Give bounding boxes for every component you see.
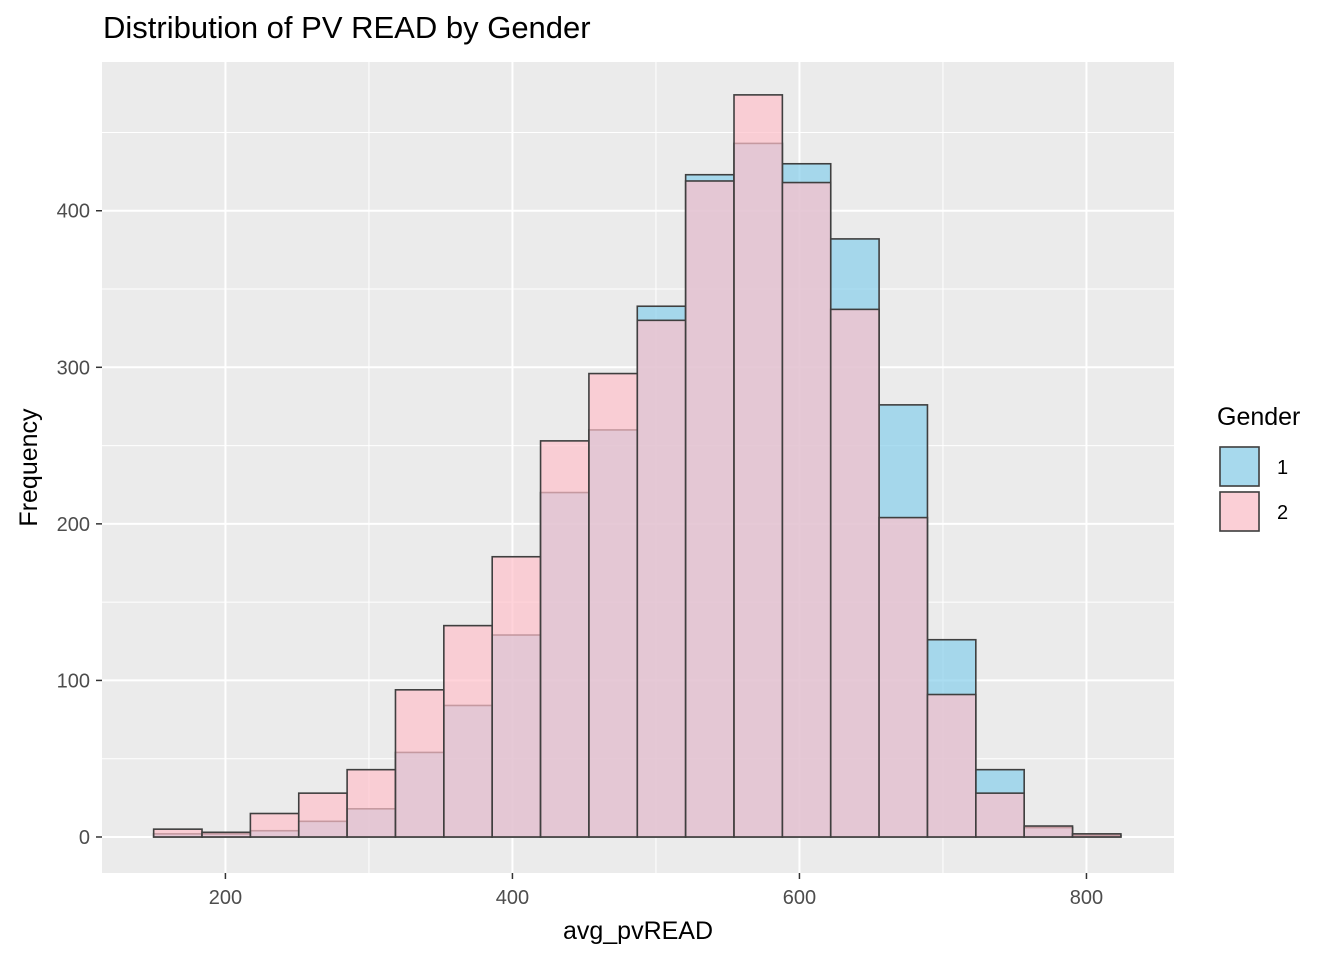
y-tick-label: 100 xyxy=(57,670,90,692)
bar-gender-2 xyxy=(588,372,639,838)
bar-gender-2 xyxy=(443,624,493,838)
y-tick-label: 0 xyxy=(79,827,90,849)
minor-gridlines xyxy=(102,62,1174,873)
bar-gender-2 xyxy=(152,828,203,838)
bar-gender-2 xyxy=(1071,833,1122,838)
bar-gender-2 xyxy=(975,792,1025,838)
x-tick-label: 200 xyxy=(209,887,242,909)
legend: Gender 1 2 xyxy=(1217,403,1300,532)
bar-gender-2 xyxy=(781,181,832,838)
bar-gender-2 xyxy=(539,440,590,838)
y-tick-label: 200 xyxy=(57,514,90,536)
bar-gender-2 xyxy=(394,689,445,838)
x-axis-title: avg_pvREAD xyxy=(563,917,713,945)
bar-gender-2 xyxy=(636,319,687,838)
bar-gender-2 xyxy=(733,94,784,838)
x-tick-label: 600 xyxy=(783,887,816,909)
bar-gender-2 xyxy=(684,180,735,838)
legend-swatch-2 xyxy=(1219,491,1260,532)
bar-gender-2 xyxy=(926,693,977,838)
chart-title: Distribution of PV READ by Gender xyxy=(103,10,591,45)
x-tick-label: 400 xyxy=(496,887,529,909)
bar-gender-2 xyxy=(829,308,880,838)
histogram-bars xyxy=(152,94,1122,838)
bar-gender-2 xyxy=(1023,825,1074,838)
legend-title: Gender xyxy=(1217,403,1300,431)
y-tick-label: 400 xyxy=(57,201,90,223)
x-tick-label: 800 xyxy=(1070,887,1103,909)
legend-label: 1 xyxy=(1277,457,1288,479)
legend-label: 2 xyxy=(1277,502,1288,524)
bar-gender-2 xyxy=(249,812,300,838)
y-tick-label: 300 xyxy=(57,357,90,379)
bar-gender-2 xyxy=(201,831,252,838)
bar-gender-2 xyxy=(491,555,542,838)
bar-gender-2 xyxy=(346,768,397,838)
y-axis-title: Frequency xyxy=(15,408,43,527)
legend-swatch-1 xyxy=(1219,446,1260,487)
bar-gender-2 xyxy=(297,792,348,838)
axes: 200 400 600 800 0 100 200 300 400 xyxy=(57,201,1104,909)
bar-gender-2 xyxy=(878,516,929,838)
